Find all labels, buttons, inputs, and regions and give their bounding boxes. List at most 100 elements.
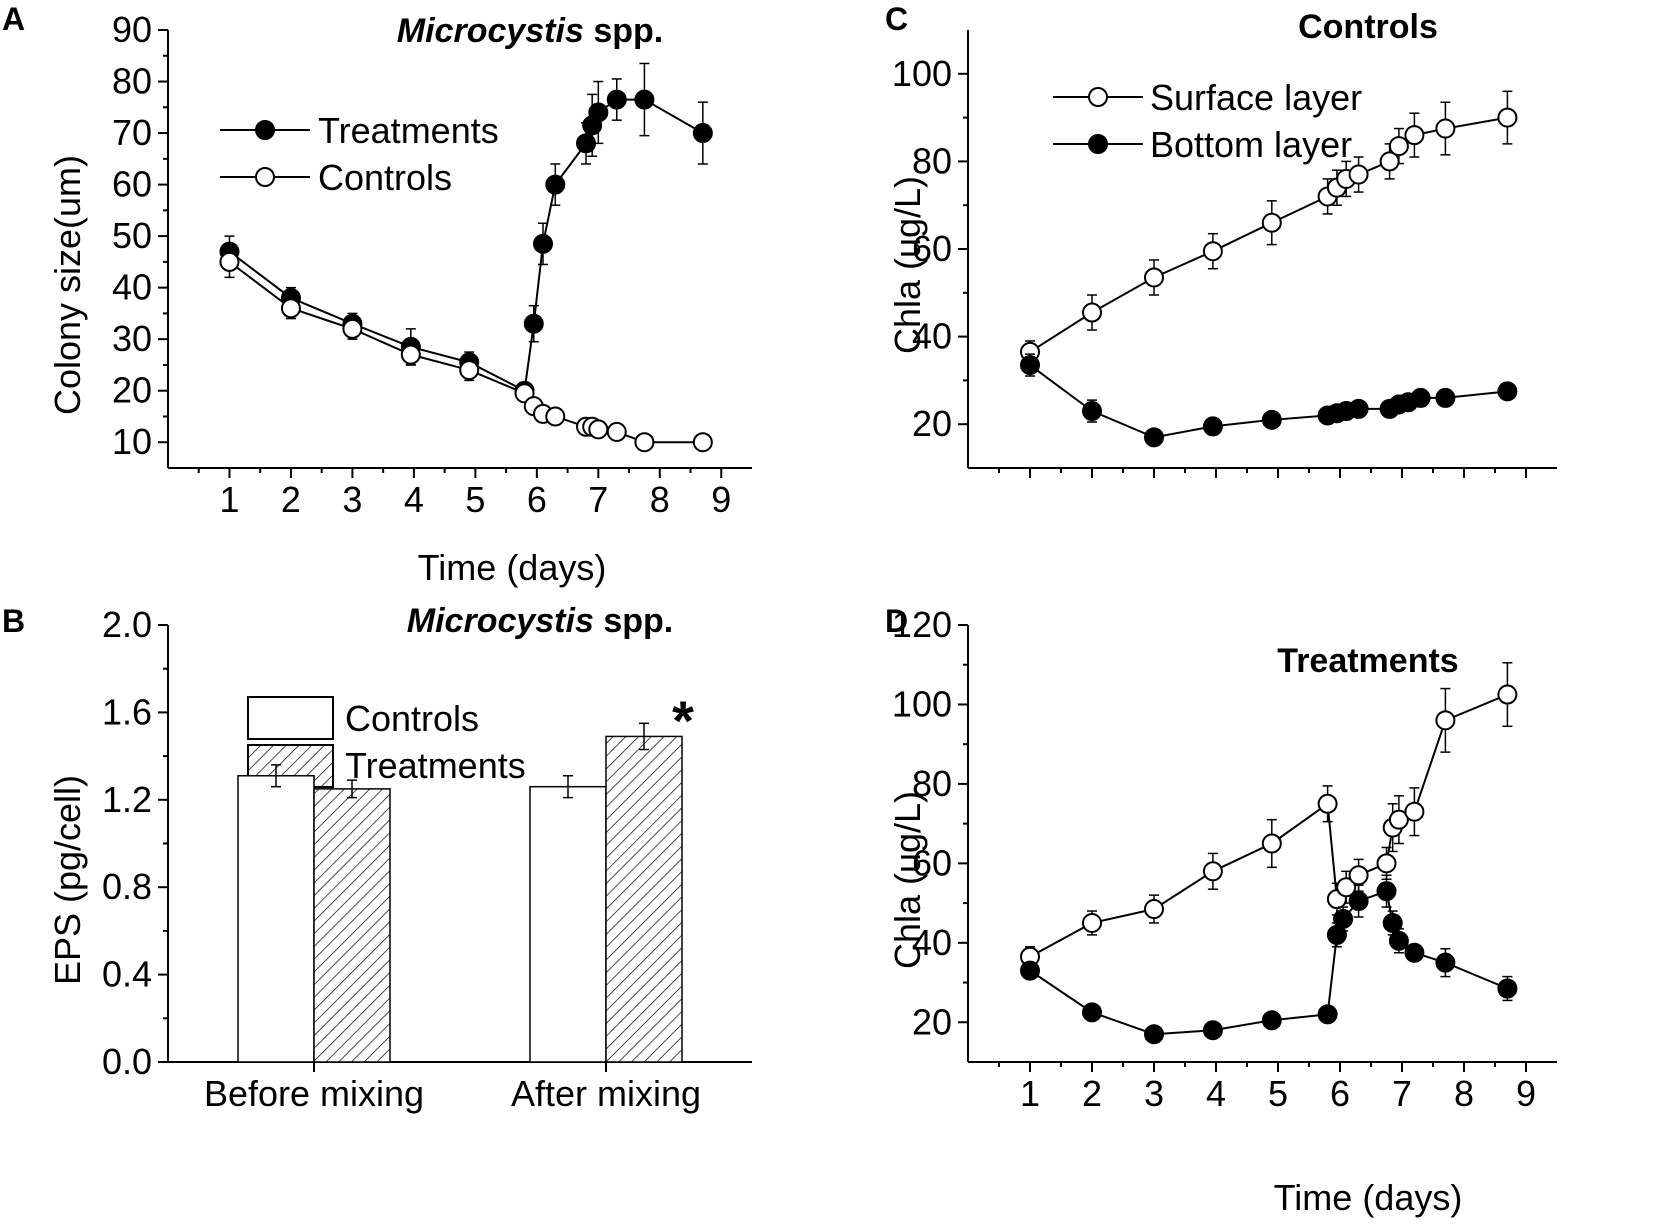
panel-d-xtick-label: 9 [1516,1073,1536,1114]
panel-letter-d: D [885,603,908,639]
data-point [1435,387,1456,408]
legend-a-controls-label: Controls [318,157,452,198]
panel-b-ytick-label: 0.4 [102,954,152,995]
panel-a-ytick-label: 50 [112,215,152,256]
panel-b-ytick-label: 0.8 [102,866,152,907]
data-point [1376,853,1397,874]
data-point [1261,212,1282,233]
panel-c-ytick-label: 100 [892,53,952,94]
data-point [1082,912,1102,933]
data-point [634,432,655,453]
panel-a-title-rest: spp. [584,12,663,50]
data-point [692,432,713,453]
data-point [1261,409,1282,430]
data-point [1497,381,1518,402]
panel-c-ytick-label: 60 [912,228,952,269]
panel-b-title-rest: spp. [594,602,673,640]
legend-c-bottom-label: Bottom layer [1150,124,1352,165]
panel-c-ylabel: Chla (ug/L) [887,176,928,354]
panel-letter-b: B [2,603,25,639]
data-point [545,406,566,427]
bar-treatments-after-mixing [605,735,683,1063]
data-point [1388,930,1409,951]
panel-d-xtick-label: 1 [1020,1073,1040,1114]
legend-c-bottom-marker [1088,134,1108,154]
data-point [1348,398,1369,419]
panel-letter-c: C [885,1,908,37]
data-point [1388,136,1409,157]
data-point [1497,978,1518,999]
legend-a-treatments-label: Treatments [318,110,499,151]
legend-a-controls-marker [255,167,275,187]
legend-b-controls-label: Controls [345,698,479,739]
data-point [1348,164,1369,185]
data-point [219,251,240,272]
data-point [1348,891,1369,912]
data-point [576,133,597,154]
panel-b-ytick-label: 2.0 [102,604,152,645]
data-point [1082,302,1102,323]
panel-b-category-label: After mixing [511,1073,701,1114]
data-point [1435,952,1456,973]
panel-c-ytick-label: 40 [912,316,952,357]
panel-d-xtick-label: 2 [1082,1073,1102,1114]
data-point [1202,416,1223,437]
data-point [545,174,566,195]
panel-d-title: Treatments [1277,642,1458,680]
panel-d-ytick-label: 80 [912,763,952,804]
data-point [606,421,627,442]
data-point [1202,1020,1223,1041]
panel-d-xtick-label: 8 [1454,1073,1474,1114]
panel-b-title-italic: Microcystis [407,602,594,640]
panel-a-ytick-label: 60 [112,164,152,205]
panel-c-ytick-label: 80 [912,140,952,181]
panel-b-title: Microcystis spp. [407,602,673,640]
data-point [1404,801,1425,822]
panel-a-series-treatments [219,62,713,401]
panel-a-ytick-label: 20 [112,370,152,411]
panel-d-ylabel: Chla (ug/L) [887,791,928,969]
data-point [1261,833,1282,854]
data-point [606,89,627,110]
panel-a-xtick-label: 7 [588,479,608,520]
data-point [1317,793,1338,814]
data-point [692,123,713,144]
data-point [532,233,553,254]
panel-a-xlabel: Time (days) [418,547,607,588]
data-point [1317,1004,1338,1025]
panel-letter-a: A [2,1,25,37]
panel-a-legend: Treatments Controls [220,110,499,198]
data-point [1020,355,1040,376]
panel-a-ytick-label: 30 [112,318,152,359]
bar-treatments-before-mixing [313,788,391,1063]
panel-a-ytick-label: 70 [112,112,152,153]
panel-a-xtick-label: 6 [527,479,547,520]
data-point [523,313,544,334]
panel-a-ytick-label: 90 [112,9,152,50]
panel-d-xtick-label: 6 [1330,1073,1350,1114]
legend-a-treatments-marker [255,120,275,140]
data-point [1435,710,1456,731]
data-point [1020,960,1040,981]
data-point [1497,107,1518,128]
bar-controls-after-mixing [529,785,607,1063]
data-point [1348,865,1369,886]
data-point [1144,1024,1164,1045]
data-point [1082,401,1102,422]
panel-a-xtick-label: 3 [342,479,362,520]
panel-a-series-controls [219,245,713,453]
data-point [588,102,609,123]
panel-a-xtick-label: 2 [281,479,301,520]
panel-c-ytick-label: 20 [912,403,952,444]
data-point [1435,118,1456,139]
data-point [588,419,609,440]
data-point [1333,908,1354,929]
series-line [1029,693,1508,958]
legend-c-surface-marker [1088,87,1108,107]
data-point [1082,1002,1102,1023]
data-point [400,344,421,365]
panel-d-xtick-label: 3 [1144,1073,1164,1114]
panel-c-series-surface-layer [1020,90,1518,364]
data-point [1388,809,1409,830]
data-point [1410,387,1431,408]
